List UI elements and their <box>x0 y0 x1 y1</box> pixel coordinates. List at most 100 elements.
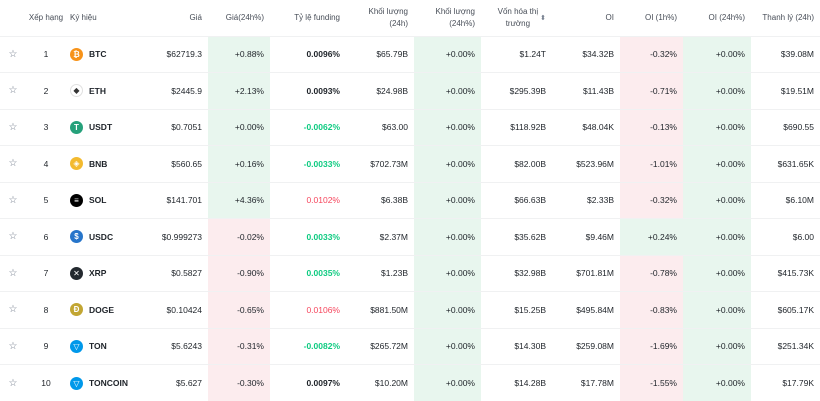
price-change-cell: -0.65% <box>208 291 270 328</box>
star-icon[interactable]: ☆ <box>8 231 18 243</box>
funding-rate-cell: 0.0106% <box>270 291 346 328</box>
table-row[interactable]: ☆ 4 ◈ BNB $560.65 +0.16% -0.0033% $702.7… <box>0 145 820 182</box>
table-row[interactable]: ☆ 5 ≡ SOL $141.701 +4.36% 0.0102% $6.38B… <box>0 181 820 219</box>
star-icon[interactable]: ☆ <box>8 121 18 133</box>
favorite-star-cell: ☆ <box>0 35 26 73</box>
volume-header[interactable]: Khối lượng (24h) <box>368 6 408 28</box>
oi-24h-cell: +0.00% <box>683 108 751 146</box>
symbol-label: BNB <box>89 158 108 169</box>
star-icon[interactable]: ☆ <box>8 194 18 206</box>
volume-change-header[interactable]: Khối lượng (24h%) <box>435 6 475 28</box>
oi-1h-header[interactable]: OI (1h%) <box>644 12 677 22</box>
oi-24h-cell: +0.00% <box>683 145 751 182</box>
liquidation-cell: $6.10M <box>751 181 820 219</box>
symbol-cell[interactable]: $ USDC <box>66 218 142 255</box>
price-change-cell: -0.31% <box>208 327 270 365</box>
volume-change-cell: +0.00% <box>414 254 481 292</box>
price-change-cell: +0.16% <box>208 145 270 182</box>
market-cap-header-line2: trường <box>505 18 531 28</box>
price-header[interactable]: Giá <box>189 12 202 22</box>
star-icon[interactable]: ☆ <box>8 158 18 170</box>
symbol-cell[interactable]: ✕ XRP <box>66 254 142 292</box>
liquidation-cell: $39.08M <box>751 35 820 73</box>
table-row[interactable]: ☆ 9 ▽ TON $5.6243 -0.31% -0.0082% $265.7… <box>0 327 820 365</box>
symbol-wrap: ◈ BNB <box>70 157 136 171</box>
star-icon[interactable]: ☆ <box>8 85 18 97</box>
table-row[interactable]: ☆ 2 ◆ ETH $2445.9 +2.13% 0.0093% $24.98B… <box>0 72 820 109</box>
symbol-label: BTC <box>89 49 107 60</box>
funding-rate-cell: 0.0033% <box>270 218 346 255</box>
volume-change-cell: +0.00% <box>414 181 481 219</box>
liquidation-header[interactable]: Thanh lý (24h) <box>762 12 814 22</box>
oi-header[interactable]: OI <box>605 12 614 22</box>
oi-24h-header[interactable]: OI (24h%) <box>708 12 745 22</box>
symbol-cell[interactable]: ◈ BNB <box>66 145 142 182</box>
market-cap-header-label: Vốn hóa thị trường <box>498 6 538 30</box>
table-row[interactable]: ☆ 1 ₿ BTC $62719.3 +0.88% 0.0096% $65.79… <box>0 35 820 73</box>
oi-24h-cell: +0.00% <box>683 35 751 73</box>
price-cell: $5.6243 <box>142 327 208 365</box>
rank-cell: 4 <box>26 145 66 182</box>
oi-24h-cell: +0.00% <box>683 72 751 109</box>
oi-24h-cell: +0.00% <box>683 181 751 219</box>
oi-cell: $17.78M <box>552 364 620 401</box>
table-row[interactable]: ☆ 3 T USDT $0.7051 +0.00% -0.0062% $63.0… <box>0 108 820 146</box>
symbol-label: SOL <box>89 195 107 206</box>
price-cell: $0.999273 <box>142 218 208 255</box>
symbol-cell[interactable]: ▽ TON <box>66 327 142 365</box>
rank-cell: 10 <box>26 364 66 401</box>
symbol-wrap: ▽ TON <box>70 339 136 353</box>
favorite-star-cell: ☆ <box>0 181 26 219</box>
star-icon[interactable]: ☆ <box>8 48 18 60</box>
oi-1h-cell: -0.32% <box>620 35 683 73</box>
symbol-cell[interactable]: ▽ TONCOIN <box>66 364 142 401</box>
rank-cell: 1 <box>26 35 66 73</box>
funding-rate-header[interactable]: Tỷ lệ funding <box>294 12 340 22</box>
volume-change-cell: +0.00% <box>414 291 481 328</box>
funding-rate-cell: 0.0035% <box>270 254 346 292</box>
symbol-cell[interactable]: Ð DOGE <box>66 291 142 328</box>
price-cell: $0.7051 <box>142 108 208 146</box>
symbol-cell[interactable]: ₿ BTC <box>66 35 142 73</box>
oi-cell: $48.04K <box>552 108 620 146</box>
liquidation-cell: $605.17K <box>751 291 820 328</box>
symbol-label: TON <box>89 341 107 352</box>
volume-cell: $2.37M <box>346 218 414 255</box>
oi-24h-cell: +0.00% <box>683 218 751 255</box>
star-icon[interactable]: ☆ <box>8 340 18 352</box>
symbol-label: USDC <box>89 231 114 242</box>
table-row[interactable]: ☆ 8 Ð DOGE $0.10424 -0.65% 0.0106% $881.… <box>0 291 820 328</box>
favorite-star-cell: ☆ <box>0 145 26 182</box>
rank-header[interactable]: Xếp hạng <box>28 12 64 22</box>
symbol-label: DOGE <box>89 304 115 315</box>
symbol-cell[interactable]: ◆ ETH <box>66 72 142 109</box>
symbol-label: USDT <box>89 122 113 133</box>
oi-1h-cell: +0.24% <box>620 218 683 255</box>
funding-rate-cell: 0.0102% <box>270 181 346 219</box>
table-row[interactable]: ☆ 6 $ USDC $0.999273 -0.02% 0.0033% $2.3… <box>0 218 820 255</box>
table-row[interactable]: ☆ 10 ▽ TONCOIN $5.627 -0.30% 0.0097% $10… <box>0 364 820 401</box>
liquidation-cell: $251.34K <box>751 327 820 365</box>
star-icon[interactable]: ☆ <box>8 304 18 316</box>
symbol-wrap: ◆ ETH <box>70 84 136 98</box>
symbol-cell[interactable]: ≡ SOL <box>66 181 142 219</box>
oi-cell: $2.33B <box>552 181 620 219</box>
table-row[interactable]: ☆ 7 ✕ XRP $0.5827 -0.90% 0.0035% $1.23B … <box>0 254 820 292</box>
sort-icon[interactable]: ⬍ <box>540 14 546 22</box>
price-change-header[interactable]: Giá(24h%) <box>225 12 264 22</box>
market-cap-header[interactable]: Vốn hóa thị trường ⬍ <box>481 0 552 36</box>
market-cap-cell: $15.25B <box>481 291 552 328</box>
symbol-wrap: ≡ SOL <box>70 193 136 207</box>
funding-rate-cell: 0.0096% <box>270 35 346 73</box>
symbol-label: ETH <box>89 85 106 96</box>
price-cell: $62719.3 <box>142 35 208 73</box>
symbol-header[interactable]: Ký hiệu <box>70 12 97 22</box>
liquidation-cell: $19.51M <box>751 72 820 109</box>
star-icon[interactable]: ☆ <box>8 267 18 279</box>
liquidation-cell: $17.79K <box>751 364 820 401</box>
volume-cell: $65.79B <box>346 35 414 73</box>
table-body: ☆ 1 ₿ BTC $62719.3 +0.88% 0.0096% $65.79… <box>0 35 820 401</box>
symbol-cell[interactable]: T USDT <box>66 108 142 146</box>
symbol-wrap: T USDT <box>70 120 136 134</box>
star-icon[interactable]: ☆ <box>8 377 18 389</box>
